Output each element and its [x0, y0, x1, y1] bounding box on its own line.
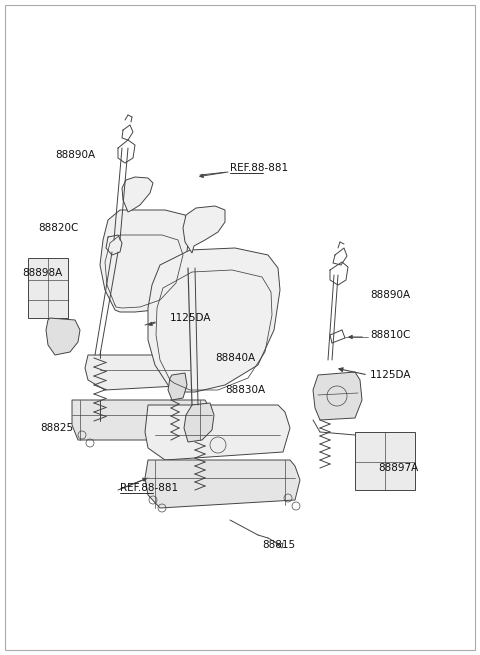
- Polygon shape: [122, 177, 153, 212]
- Text: 1125DA: 1125DA: [370, 370, 411, 380]
- Polygon shape: [46, 318, 80, 355]
- Polygon shape: [100, 210, 190, 312]
- Text: 88897A: 88897A: [378, 463, 418, 473]
- Polygon shape: [184, 403, 214, 442]
- Text: 88890A: 88890A: [55, 150, 95, 160]
- Polygon shape: [145, 405, 290, 460]
- Text: 88825: 88825: [40, 423, 73, 433]
- Polygon shape: [148, 248, 280, 392]
- Text: REF.88-881: REF.88-881: [120, 483, 178, 493]
- Text: 88898A: 88898A: [22, 268, 62, 278]
- Text: 1125DA: 1125DA: [170, 313, 212, 323]
- Polygon shape: [72, 400, 215, 440]
- Text: 88810C: 88810C: [370, 330, 410, 340]
- Text: 88820C: 88820C: [38, 223, 78, 233]
- Polygon shape: [183, 206, 225, 253]
- Polygon shape: [313, 372, 362, 420]
- Polygon shape: [168, 373, 187, 400]
- Text: 88890A: 88890A: [370, 290, 410, 300]
- Text: 88815: 88815: [262, 540, 295, 550]
- Polygon shape: [28, 258, 68, 318]
- Polygon shape: [145, 460, 300, 508]
- Text: 88830A: 88830A: [225, 385, 265, 395]
- Text: REF.88-881: REF.88-881: [230, 163, 288, 173]
- Text: 88840A: 88840A: [215, 353, 255, 363]
- Polygon shape: [85, 355, 200, 390]
- Polygon shape: [355, 432, 415, 490]
